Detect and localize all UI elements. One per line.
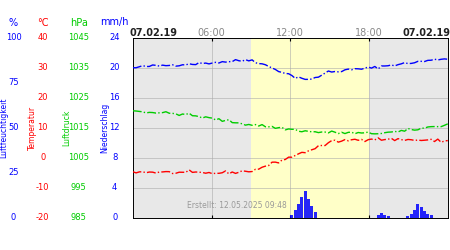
Text: Luftdruck: Luftdruck [62, 109, 71, 146]
Text: 1025: 1025 [68, 93, 89, 102]
Bar [290, 214, 293, 218]
Text: 985: 985 [71, 213, 87, 222]
Bar [301, 196, 303, 218]
Bar [413, 210, 416, 218]
Bar [416, 204, 419, 218]
Text: 06:00: 06:00 [198, 28, 225, 38]
Bar [297, 204, 300, 218]
Text: 0: 0 [112, 213, 117, 222]
Text: Niederschlag: Niederschlag [100, 102, 109, 152]
Text: 4: 4 [112, 183, 117, 192]
Bar [383, 214, 386, 218]
Text: 1005: 1005 [68, 153, 89, 162]
Text: 07.02.19: 07.02.19 [130, 28, 178, 38]
Bar [314, 212, 317, 218]
Text: -10: -10 [36, 183, 50, 192]
Text: Temperatur: Temperatur [28, 106, 37, 150]
Text: 75: 75 [8, 78, 19, 87]
Text: hPa: hPa [70, 18, 88, 28]
Bar [251, 38, 369, 218]
Text: 40: 40 [37, 33, 48, 42]
Text: 12: 12 [109, 123, 120, 132]
Text: 10: 10 [37, 123, 48, 132]
Text: 25: 25 [8, 168, 19, 177]
Text: 20: 20 [37, 93, 48, 102]
Text: 8: 8 [112, 153, 117, 162]
Text: 24: 24 [109, 33, 120, 42]
Bar [294, 210, 297, 218]
Text: 995: 995 [71, 183, 86, 192]
Text: 16: 16 [109, 93, 120, 102]
Text: mm/h: mm/h [100, 18, 129, 28]
Text: 50: 50 [8, 123, 19, 132]
Bar [387, 216, 390, 218]
Text: -20: -20 [36, 213, 50, 222]
Bar [410, 214, 413, 218]
Text: 1045: 1045 [68, 33, 89, 42]
Text: 1015: 1015 [68, 123, 89, 132]
Text: 100: 100 [5, 33, 22, 42]
Bar [406, 216, 410, 218]
Text: 18:00: 18:00 [355, 28, 383, 38]
Bar [304, 191, 306, 218]
Bar [380, 213, 383, 218]
Text: Erstellt: 12.05.2025 09:48: Erstellt: 12.05.2025 09:48 [187, 201, 287, 210]
Bar [307, 199, 310, 218]
Text: 20: 20 [109, 63, 120, 72]
Bar [377, 215, 380, 218]
Bar [430, 215, 432, 218]
Text: Luftfeuchtigkeit: Luftfeuchtigkeit [0, 97, 8, 158]
Bar [310, 206, 313, 218]
Bar [423, 211, 426, 218]
Text: 0: 0 [11, 213, 16, 222]
Text: 0: 0 [40, 153, 45, 162]
Text: 30: 30 [37, 63, 48, 72]
Text: %: % [9, 18, 18, 28]
Bar [420, 207, 423, 218]
Text: °C: °C [37, 18, 49, 28]
Bar [427, 214, 429, 218]
Text: 07.02.19: 07.02.19 [403, 28, 450, 38]
Text: 1035: 1035 [68, 63, 89, 72]
Text: 12:00: 12:00 [276, 28, 304, 38]
